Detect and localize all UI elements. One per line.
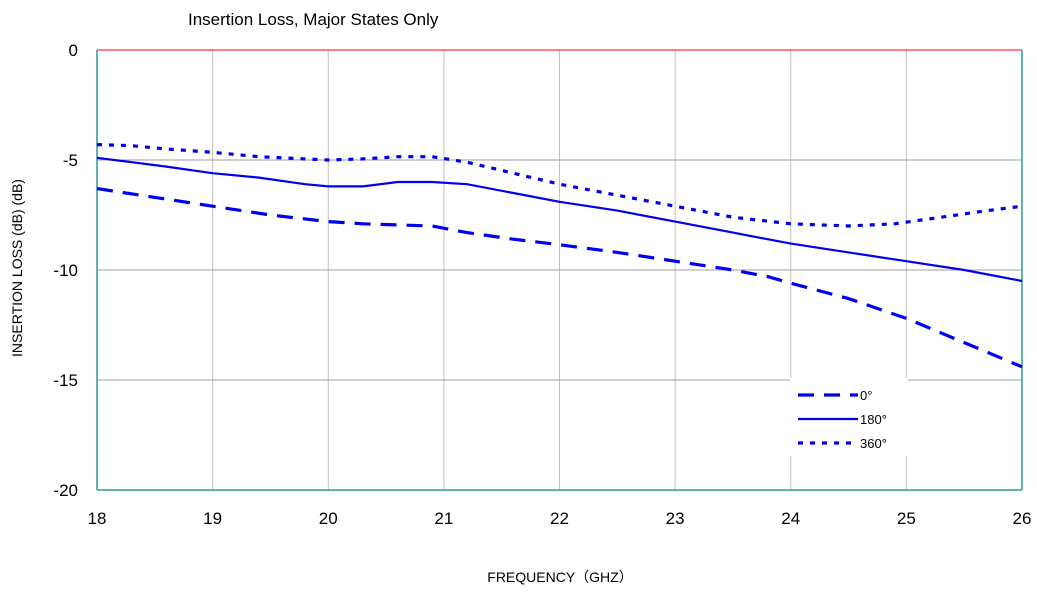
y-tick-label: 0 (69, 41, 78, 60)
y-tick-label: -15 (53, 371, 78, 390)
legend-label-0: 0° (860, 388, 872, 403)
y-tick-label: -5 (63, 151, 78, 170)
x-tick-label: 24 (781, 509, 800, 528)
legend: 0° 180° 360° (790, 378, 908, 456)
y-tick-labels: 0 -5 -10 -15 -20 (53, 41, 78, 500)
x-tick-label: 25 (897, 509, 916, 528)
x-tick-label: 23 (666, 509, 685, 528)
x-tick-label: 20 (319, 509, 338, 528)
x-tick-label: 19 (203, 509, 222, 528)
x-tick-label: 18 (88, 509, 107, 528)
y-tick-label: -20 (53, 481, 78, 500)
series-line-0 (96, 187, 1023, 369)
series-line-1 (96, 156, 1023, 283)
chart-title: Insertion Loss, Major States Only (188, 10, 439, 29)
x-tick-label: 21 (434, 509, 453, 528)
legend-label-2: 360° (860, 436, 887, 451)
y-axis-title: INSERTION LOSS (dB) (dB) (9, 179, 25, 357)
x-tick-labels: 18 19 20 21 22 23 24 25 26 (88, 509, 1032, 528)
legend-label-1: 180° (860, 412, 887, 427)
x-tick-label: 22 (550, 509, 569, 528)
series-layer (96, 143, 1023, 369)
y-tick-label: -10 (53, 261, 78, 280)
x-tick-label: 26 (1013, 509, 1032, 528)
x-axis-title: FREQUENCY（GHZ） (487, 569, 632, 585)
series-line-2 (96, 143, 1023, 228)
plot-frame (96, 50, 1023, 491)
